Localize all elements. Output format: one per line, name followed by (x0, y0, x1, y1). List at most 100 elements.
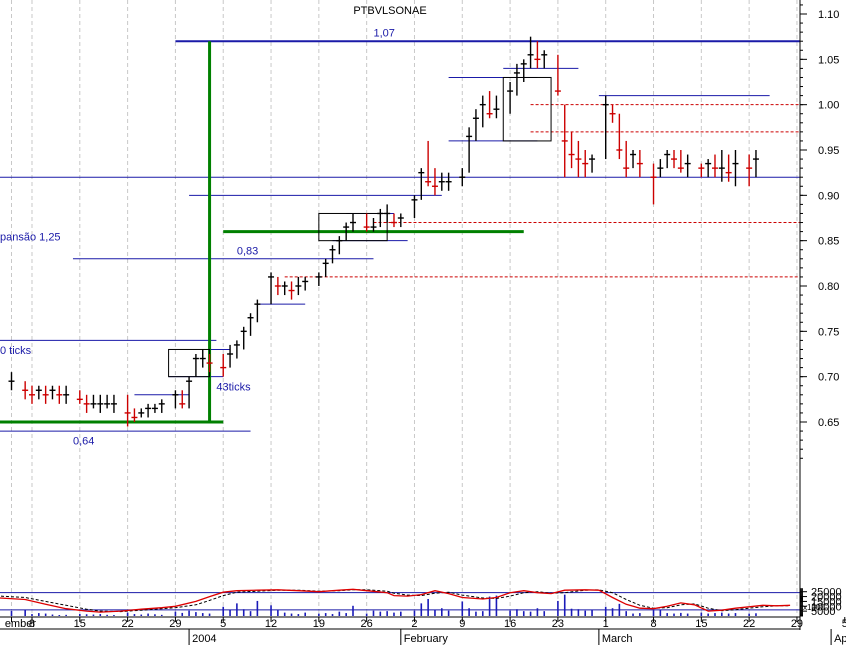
price-bar (268, 272, 275, 305)
grid (11, 0, 798, 617)
price-bar (602, 95, 609, 160)
price-bar (397, 213, 404, 228)
time-tick-label: 12 (265, 618, 277, 630)
price-tick-label: 0.85 (818, 236, 839, 248)
chart-annotation: 43ticks (216, 381, 251, 393)
price-bar (295, 276, 302, 296)
time-tick-label: 5 (842, 618, 846, 630)
price-bar (138, 408, 145, 418)
price-tick-label: 1.10 (818, 9, 839, 21)
price-bar (479, 95, 486, 128)
price-bar (671, 150, 678, 169)
price-bar (22, 381, 29, 400)
price-bar (302, 276, 309, 291)
price-bar (97, 394, 104, 413)
time-tick-label: 29 (169, 618, 181, 630)
time-tick-label: 16 (504, 618, 516, 630)
price-bar (732, 150, 739, 187)
price-bar (288, 281, 295, 300)
price-bar (363, 213, 370, 232)
price-bar (520, 59, 527, 82)
price-bar (247, 313, 254, 336)
price-bar (711, 154, 718, 178)
price-bar (616, 113, 623, 160)
chart-annotation: pansão 1,25 (0, 232, 61, 244)
price-bar (220, 354, 227, 377)
price-bar (254, 299, 261, 323)
oscillator-dashed-line (0, 589, 791, 613)
time-tick-label: 23 (552, 618, 564, 630)
price-bar (418, 168, 425, 200)
price-bar (124, 394, 131, 427)
price-bar (336, 236, 343, 255)
price-bar (35, 385, 42, 400)
price-bar (431, 168, 438, 196)
price-bar (705, 159, 712, 178)
volume-tick-label: 15000 (811, 596, 842, 608)
time-tick-label: 1 (603, 618, 609, 630)
time-tick-label: 26 (361, 618, 373, 630)
price-bar (131, 408, 138, 422)
price-bar (350, 213, 356, 232)
price-bar (384, 204, 391, 223)
price-bar (725, 154, 732, 182)
range-box (502, 76, 552, 142)
time-tick-label: 9 (459, 618, 465, 630)
price-tick-label: 1.05 (818, 54, 839, 66)
price-bar (186, 376, 193, 409)
price-bar (677, 150, 684, 173)
price-tick-label: 0.75 (818, 326, 839, 338)
price-bar (718, 150, 725, 182)
price-bar (206, 354, 213, 373)
volume-unit-label: x1000 (803, 603, 825, 612)
volume-tick-label: 20000 (811, 592, 842, 604)
price-bars (8, 36, 759, 427)
price-bar (507, 82, 514, 114)
price-bar (445, 172, 452, 191)
price-bar (56, 385, 63, 404)
price-bar (664, 150, 671, 169)
period-label: April (834, 633, 846, 645)
price-bar (493, 95, 500, 119)
price-bar (42, 385, 49, 404)
chart-annotation: 1,07 (373, 28, 394, 40)
price-bar (527, 36, 534, 69)
price-bar (589, 154, 596, 173)
price-bar (438, 172, 445, 191)
level-lines (0, 40, 800, 432)
price-bar (698, 163, 705, 178)
chart-annotation: 0,64 (73, 436, 94, 448)
price-tick-label: 0.80 (818, 281, 839, 293)
price-bar (8, 372, 15, 391)
price-bar (227, 344, 234, 368)
price-bar (561, 104, 568, 178)
time-tick-label: 22 (743, 618, 755, 630)
time-tick-label: 2 (411, 618, 417, 630)
time-tick-label: 22 (121, 618, 133, 630)
time-tick-label: ember (5, 618, 37, 630)
price-bar (746, 154, 753, 187)
chart-title: PTBVLSONAE (353, 5, 426, 17)
annotations: 1,07 0,83 43ticks 0,64 0 ticks pansão 1,25 (0, 28, 395, 448)
price-bar (233, 340, 240, 359)
time-tick-label: 15 (695, 618, 707, 630)
chart-annotation: 0 ticks (0, 345, 32, 357)
time-tick-label: 29 (791, 618, 803, 630)
price-bar (83, 394, 90, 413)
price-bar (63, 385, 70, 404)
time-tick-label: 8 (650, 618, 656, 630)
price-tick-label: 1.00 (818, 100, 839, 112)
oscillator-solid-line (0, 588, 791, 613)
oscillator-lines (0, 588, 791, 613)
price-bar (192, 354, 199, 377)
price-bar (411, 195, 418, 218)
price-bar (329, 245, 336, 264)
time-tick-label: 8 (29, 618, 35, 630)
price-bar (76, 390, 83, 404)
price-bar (343, 222, 350, 241)
price-bar (486, 91, 493, 119)
price-bar (554, 54, 561, 96)
price-bar (172, 390, 179, 409)
price-bar (472, 109, 479, 141)
